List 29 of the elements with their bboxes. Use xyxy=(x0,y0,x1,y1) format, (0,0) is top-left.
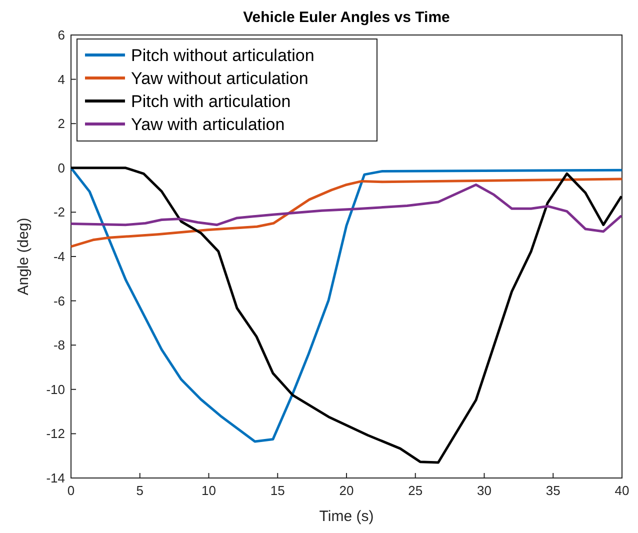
x-tick-label: 40 xyxy=(614,483,630,498)
y-tick-label: 4 xyxy=(58,72,65,87)
x-tick-label: 10 xyxy=(202,483,216,498)
line-series xyxy=(70,183,623,233)
y-tick-label: 0 xyxy=(58,160,65,176)
x-tick-label: 35 xyxy=(546,483,560,498)
legend-label: Yaw without articulation xyxy=(131,69,308,88)
x-tick-label: 30 xyxy=(477,483,492,498)
legend-label: Yaw with articulation xyxy=(131,115,285,134)
y-tick-label: 6 xyxy=(58,28,65,42)
x-tick-label: 5 xyxy=(136,483,144,498)
y-tick-label: -6 xyxy=(53,293,65,308)
y-tick-label: -14 xyxy=(46,470,65,486)
x-tick-label: 20 xyxy=(339,483,354,498)
legend-label: Pitch with articulation xyxy=(131,92,291,111)
y-axis-title: Angle (deg) xyxy=(15,218,32,296)
x-axis-title: Time (s) xyxy=(319,508,374,525)
y-tick-label: -10 xyxy=(46,382,65,397)
y-tick-label: -2 xyxy=(53,204,65,220)
legend-label: Pitch without articulation xyxy=(131,46,314,65)
chart-title: Vehicle Euler Angles vs Time xyxy=(243,9,450,26)
y-tick-label: 2 xyxy=(58,116,65,132)
y-tick-label: -4 xyxy=(53,249,65,264)
x-tick-label: 0 xyxy=(67,483,75,498)
y-tick-label: -12 xyxy=(46,426,65,442)
y-tick-label: -8 xyxy=(53,338,65,353)
line-series xyxy=(70,178,624,248)
x-tick-label: 15 xyxy=(270,483,285,498)
x-tick-label: 25 xyxy=(408,483,423,498)
